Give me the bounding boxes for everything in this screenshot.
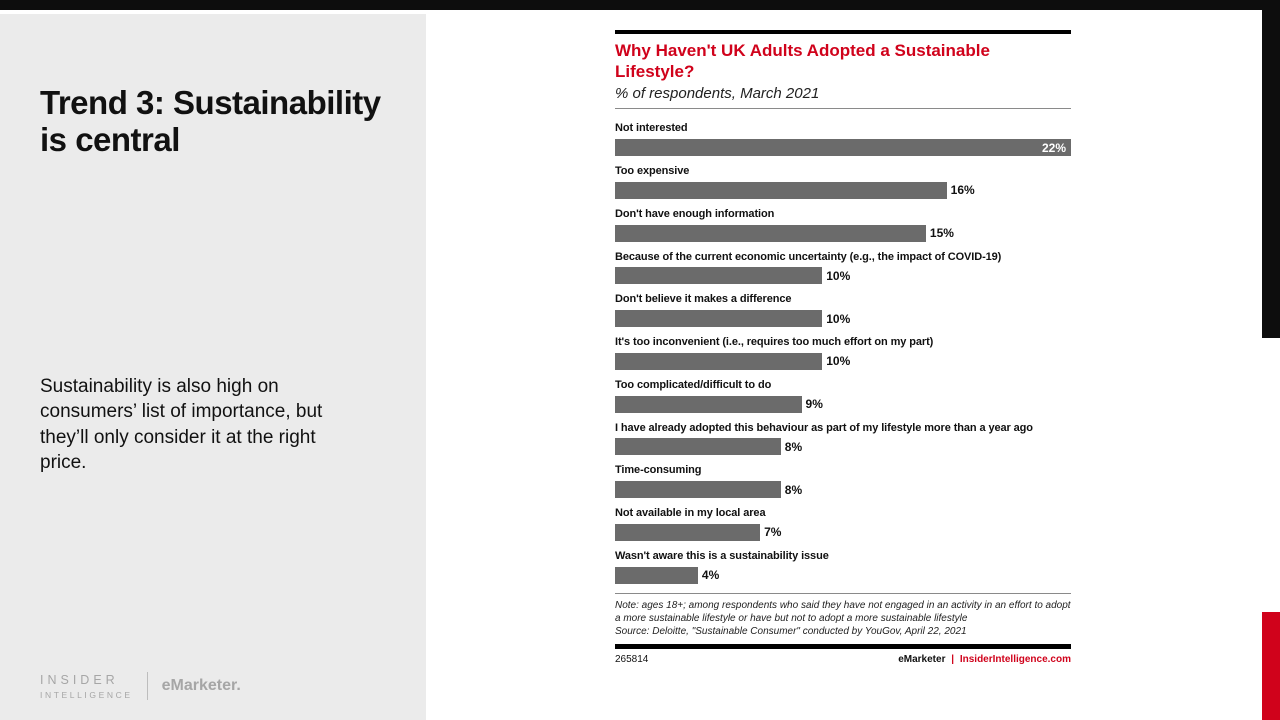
bar	[615, 481, 781, 499]
insider-logo-line1: INSIDER	[40, 672, 119, 687]
bar-value-label: 15%	[929, 226, 954, 241]
bar-category-label: Time-consuming	[615, 464, 702, 477]
bar-value-label: 4%	[701, 568, 720, 583]
chart-footer-brandline: eMarketer | InsiderIntelligence.com	[898, 654, 1071, 665]
bar-track: 15%	[615, 224, 1071, 242]
bar-row: Because of the current economic uncertai…	[615, 251, 1071, 285]
brand-logos: INSIDER INTELLIGENCE eMarketer.	[40, 672, 241, 700]
bar-category-label: Too expensive	[615, 165, 690, 178]
chart-bottom-rule	[615, 643, 1071, 649]
bar	[615, 352, 823, 370]
chart-id: 265814	[615, 653, 649, 665]
chart-note: Note: ages 18+; among respondents who sa…	[615, 599, 1071, 624]
right-red-strip	[1262, 612, 1280, 720]
bar	[615, 523, 761, 541]
bar	[615, 267, 823, 285]
chart-title: Why Haven't UK Adults Adopted a Sustaina…	[615, 41, 990, 81]
chart-panel: Why Haven't UK Adults Adopted a Sustaina…	[615, 30, 1071, 665]
bar-row: Wasn't aware this is a sustainability is…	[615, 550, 1071, 584]
bar-value-label: 8%	[784, 482, 803, 497]
bar	[615, 310, 823, 328]
footer-emarketer-label: eMarketer	[898, 653, 946, 665]
footer-separator: |	[951, 653, 955, 665]
bar-row: Don't have enough information 15%	[615, 208, 1071, 242]
bar	[615, 181, 947, 199]
right-black-strip	[1262, 0, 1280, 338]
logo-divider	[146, 672, 148, 700]
bar-track: 10%	[615, 352, 1071, 370]
bar: 22%	[615, 139, 1071, 157]
bar-category-label: Wasn't aware this is a sustainability is…	[615, 549, 829, 562]
bar-track: 8%	[615, 438, 1071, 456]
bar-track: 9%	[615, 395, 1071, 413]
bar-category-label: Not interested	[615, 122, 688, 135]
bar-value-label: 9%	[805, 397, 823, 412]
left-panel: Trend 3: Sustainability is central Susta…	[0, 14, 426, 720]
bar-row: I have already adopted this behaviour as…	[615, 422, 1071, 456]
chart-source: Source: Deloitte, "Sustainable Consumer"…	[615, 625, 967, 637]
bar-row: Too expensive 16%	[615, 165, 1071, 199]
bar-row: Too complicated/difficult to do 9%	[615, 379, 1071, 413]
bar-row: Not interested 22%	[615, 122, 1071, 157]
bar-category-label: Not available in my local area	[615, 507, 766, 520]
bar-category-label: Don't believe it makes a difference	[615, 293, 792, 306]
chart-footer: 265814 eMarketer | InsiderIntelligence.c…	[615, 654, 1071, 665]
insider-logo-line2: INTELLIGENCE	[40, 689, 133, 700]
top-black-strip	[0, 0, 1280, 10]
bar-value-label: 22%	[1041, 140, 1066, 155]
bar-row: Not available in my local area 7%	[615, 507, 1071, 541]
bar-category-label: Too complicated/difficult to do	[615, 378, 772, 391]
bar-track: 7%	[615, 523, 1071, 541]
bar	[615, 395, 802, 413]
bar-track: 10%	[615, 310, 1071, 328]
emarketer-logo: eMarketer.	[161, 677, 241, 694]
chart-footer-divider	[615, 592, 1071, 594]
chart-header-divider	[615, 108, 1071, 110]
bar-value-label: 10%	[826, 354, 851, 369]
bar-value-label: 10%	[826, 311, 851, 326]
bar-track: 10%	[615, 267, 1071, 285]
bar	[615, 438, 781, 456]
bar	[615, 224, 926, 242]
footer-site-link[interactable]: InsiderIntelligence.com	[959, 653, 1071, 665]
bar-value-label: 7%	[764, 525, 782, 540]
bar-value-label: 8%	[784, 439, 803, 454]
bar-track: 4%	[615, 566, 1071, 584]
chart-subtitle: % of respondents, March 2021	[615, 85, 820, 103]
bar-value-label: 10%	[826, 268, 851, 283]
bar-row: It's too inconvenient (i.e., requires to…	[615, 336, 1071, 370]
bar-category-label: Because of the current economic uncertai…	[615, 250, 1002, 263]
chart-top-rule	[615, 30, 1071, 34]
slide-body-text: Sustainability is also high on consumers…	[40, 376, 323, 474]
bar-value-label: 16%	[950, 183, 975, 198]
bar-category-label: It's too inconvenient (i.e., requires to…	[615, 336, 934, 349]
bar-category-label: I have already adopted this behaviour as…	[615, 421, 1033, 434]
bar-track: 16%	[615, 181, 1071, 199]
bar-chart: Not interested 22% Too expensive 16% Don't h…	[615, 122, 1071, 584]
bar-track: 22%	[615, 139, 1071, 157]
bar	[615, 566, 698, 584]
bar-row: Don't believe it makes a difference 10%	[615, 293, 1071, 328]
bar-track: 8%	[615, 481, 1071, 499]
bar-row: Time-consuming 8%	[615, 464, 1071, 499]
slide-title: Trend 3: Sustainability is central	[40, 84, 381, 159]
insider-intelligence-logo: INSIDER INTELLIGENCE	[40, 673, 133, 700]
bar-category-label: Don't have enough information	[615, 207, 775, 220]
